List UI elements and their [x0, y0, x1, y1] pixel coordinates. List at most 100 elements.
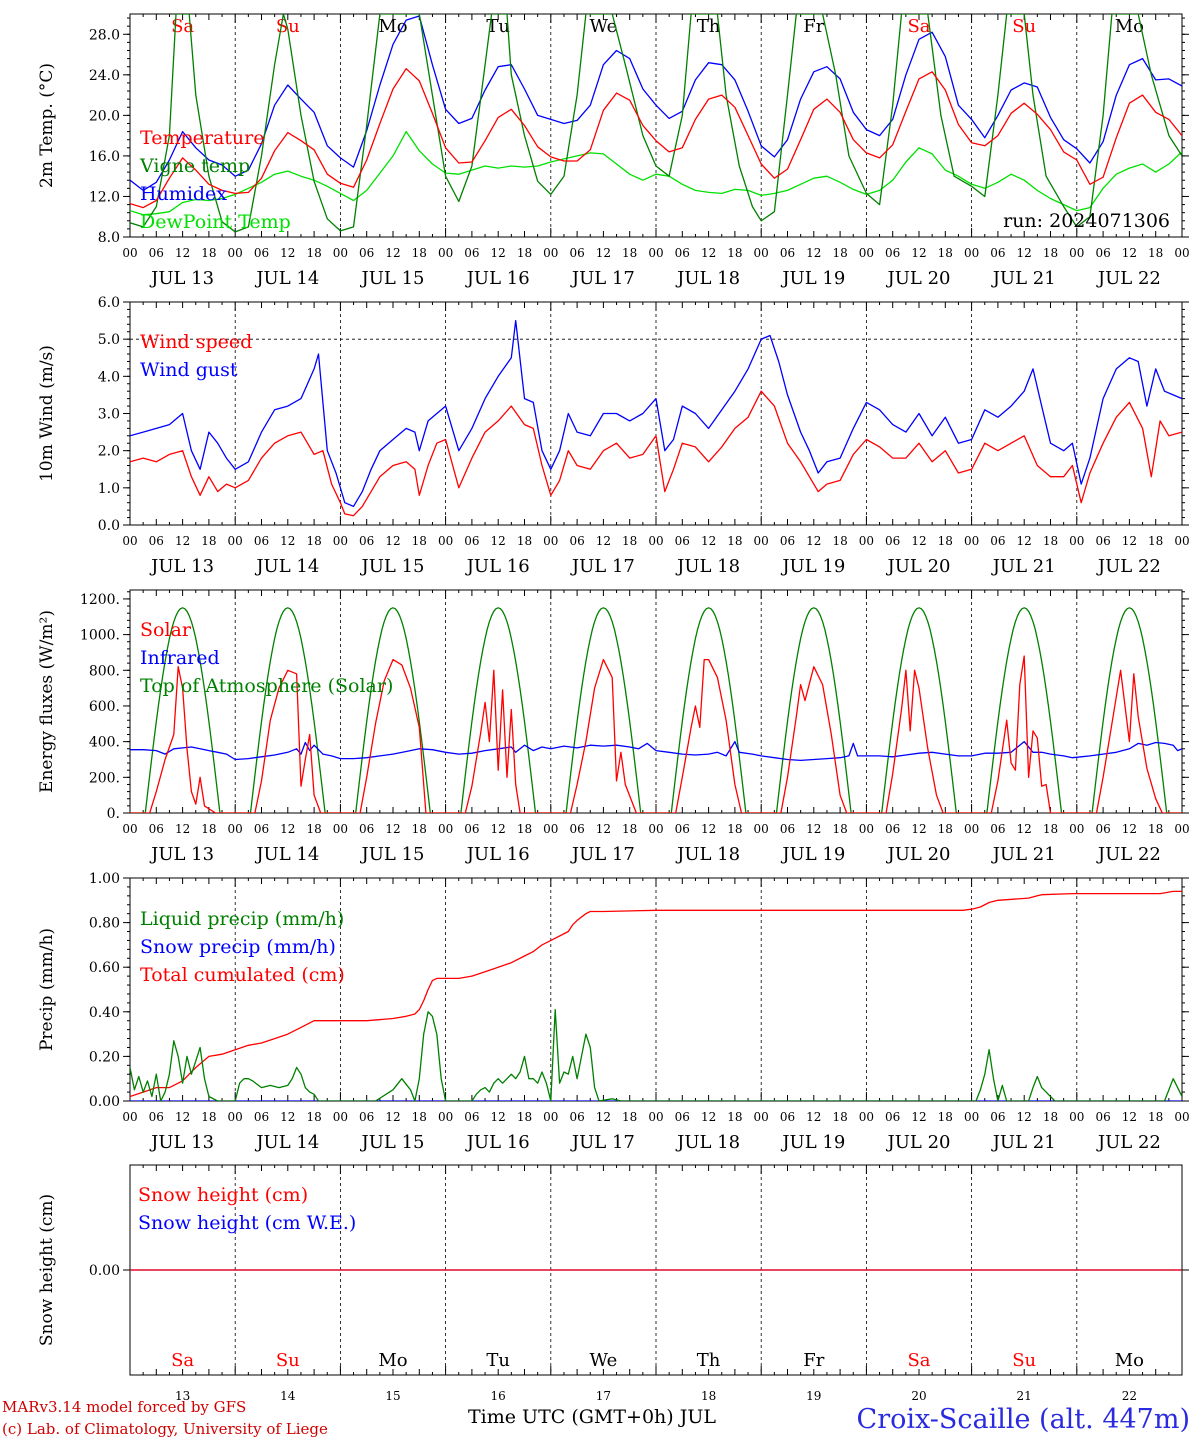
x-hour-label: 18: [832, 534, 847, 548]
x-date-label: JUL 14: [254, 556, 319, 577]
x-date-label: JUL 14: [254, 844, 319, 865]
x-hour-label: 00: [754, 1110, 769, 1124]
x-hour-label: 18: [938, 1110, 953, 1124]
x-hour-label: 06: [359, 534, 374, 548]
weekday-label: Tu: [486, 16, 510, 37]
weekday-label: Sa: [907, 1350, 930, 1371]
x-hour-label: 18: [201, 822, 216, 836]
x-hour-label: 00: [648, 1110, 663, 1124]
weekday-label: Mo: [378, 1350, 407, 1371]
x-date-label: JUL 18: [675, 268, 740, 289]
x-date-label: JUL 17: [570, 844, 635, 865]
x-date-label: JUL 13: [149, 844, 214, 865]
x-hour-label: 00: [1069, 534, 1084, 548]
x-hour-label: 12: [911, 822, 926, 836]
weekday-label: Mo: [1115, 16, 1144, 37]
x-hour-label: 00: [648, 534, 663, 548]
y-tick-label: 1000.: [80, 628, 120, 644]
x-hour-label: 18: [412, 1110, 427, 1124]
x-hour-label: 06: [359, 822, 374, 836]
weekday-label: Mo: [1115, 1350, 1144, 1371]
series-wind-speed: [130, 390, 1182, 517]
bottom-day-number: 14: [280, 1389, 296, 1403]
x-hour-label: 18: [727, 1110, 742, 1124]
x-hour-label: 12: [806, 246, 821, 260]
weekday-label: Sa: [171, 16, 194, 37]
x-hour-label: 18: [1043, 534, 1058, 548]
x-hour-label: 06: [254, 534, 269, 548]
x-hour-label: 00: [438, 534, 453, 548]
x-hour-label: 18: [306, 1110, 321, 1124]
x-hour-label: 06: [569, 822, 584, 836]
x-date-label: JUL 22: [1096, 556, 1161, 577]
station-name: Croix-Scaille (alt. 447m): [857, 1404, 1190, 1435]
plot-frame: [129, 301, 1183, 526]
y-tick-label: 0.20: [89, 1049, 120, 1065]
series-dewpoint-temp: [130, 130, 1182, 216]
y-tick-label: 28.0: [89, 27, 120, 43]
panel-2: 0.0 1.0 2.0 3.0 4.0 5.0 6.0 10m Wind (m/s) 00 06 1…: [37, 295, 1190, 577]
x-hour-label: 00: [228, 246, 243, 260]
x-hour-label: 06: [885, 534, 900, 548]
x-hour-label: 18: [1148, 1110, 1163, 1124]
x-date-label: JUL 19: [780, 556, 845, 577]
weekday-label: Su: [276, 1350, 300, 1371]
x-hour-label: 18: [306, 246, 321, 260]
y-tick-label: 0.40: [89, 1005, 120, 1021]
series-total-cumulated-cm: [130, 890, 1182, 1098]
x-hour-label: 00: [754, 534, 769, 548]
x-date-label: JUL 13: [149, 556, 214, 577]
x-hour-label: 12: [1122, 534, 1137, 548]
series-infrared: [130, 740, 1182, 762]
x-hour-label: 12: [911, 534, 926, 548]
x-date-label: JUL 21: [991, 844, 1056, 865]
x-hour-label: 06: [149, 822, 164, 836]
x-hour-label: 12: [596, 1110, 611, 1124]
x-hour-label: 12: [491, 1110, 506, 1124]
y-tick-label: 1.00: [89, 871, 120, 887]
y-tick-label: 4.0: [98, 369, 120, 385]
bottom-day-number: 18: [701, 1389, 716, 1403]
x-hour-label: 06: [675, 1110, 690, 1124]
x-hour-label: 06: [675, 534, 690, 548]
x-hour-label: 06: [780, 534, 795, 548]
x-hour-label: 06: [990, 822, 1005, 836]
x-hour-label: 18: [938, 822, 953, 836]
x-hour-label: 12: [911, 246, 926, 260]
x-hour-label: 00: [1069, 1110, 1084, 1124]
x-hour-label: 06: [780, 1110, 795, 1124]
x-hour-label: 18: [832, 822, 847, 836]
x-hour-label: 06: [464, 246, 479, 260]
legend-entry: Temperature: [140, 127, 264, 149]
x-hour-label: 18: [832, 1110, 847, 1124]
legend-entry: Liquid precip (mm/h): [140, 908, 344, 930]
x-hour-label: 12: [911, 1110, 926, 1124]
y-tick-label: 0.00: [89, 1094, 120, 1110]
x-hour-label: 12: [596, 822, 611, 836]
x-date-label: JUL 13: [149, 268, 214, 289]
x-date-label: JUL 14: [254, 268, 319, 289]
series-liquid-precip-mm-h: [130, 1008, 1182, 1101]
legend-entry: DewPoint Temp: [140, 211, 291, 233]
x-hour-label: 00: [859, 534, 874, 548]
x-hour-label: 06: [254, 822, 269, 836]
x-date-label: JUL 17: [570, 1132, 635, 1153]
x-hour-label: 00: [754, 246, 769, 260]
bottom-day-number: 16: [491, 1389, 506, 1403]
series-group: [130, 890, 1182, 1101]
x-hour-label: 06: [990, 246, 1005, 260]
x-date-label: JUL 14: [254, 1132, 319, 1153]
x-hour-label: 06: [675, 822, 690, 836]
x-hour-label: 00: [543, 822, 558, 836]
y-axis-title: Energy fluxes (W/m²): [37, 610, 57, 793]
x-hour-label: 18: [306, 534, 321, 548]
x-date-label: JUL 21: [991, 268, 1056, 289]
x-date-label: JUL 21: [991, 1132, 1056, 1153]
panel-3: 0. 200. 400. 600. 800. 1000. 1200. Energy fluxe…: [37, 589, 1190, 865]
x-hour-label: 00: [438, 246, 453, 260]
x-hour-label: 18: [517, 246, 532, 260]
x-hour-label: 00: [543, 534, 558, 548]
meteogram-panels: 8.0 12.0 16.0 20.0 24.0 28.0 2m Temp. (°C) 00 06…: [37, 13, 1190, 1376]
x-hour-label: 06: [149, 246, 164, 260]
x-hour-label: 00: [1174, 534, 1189, 548]
